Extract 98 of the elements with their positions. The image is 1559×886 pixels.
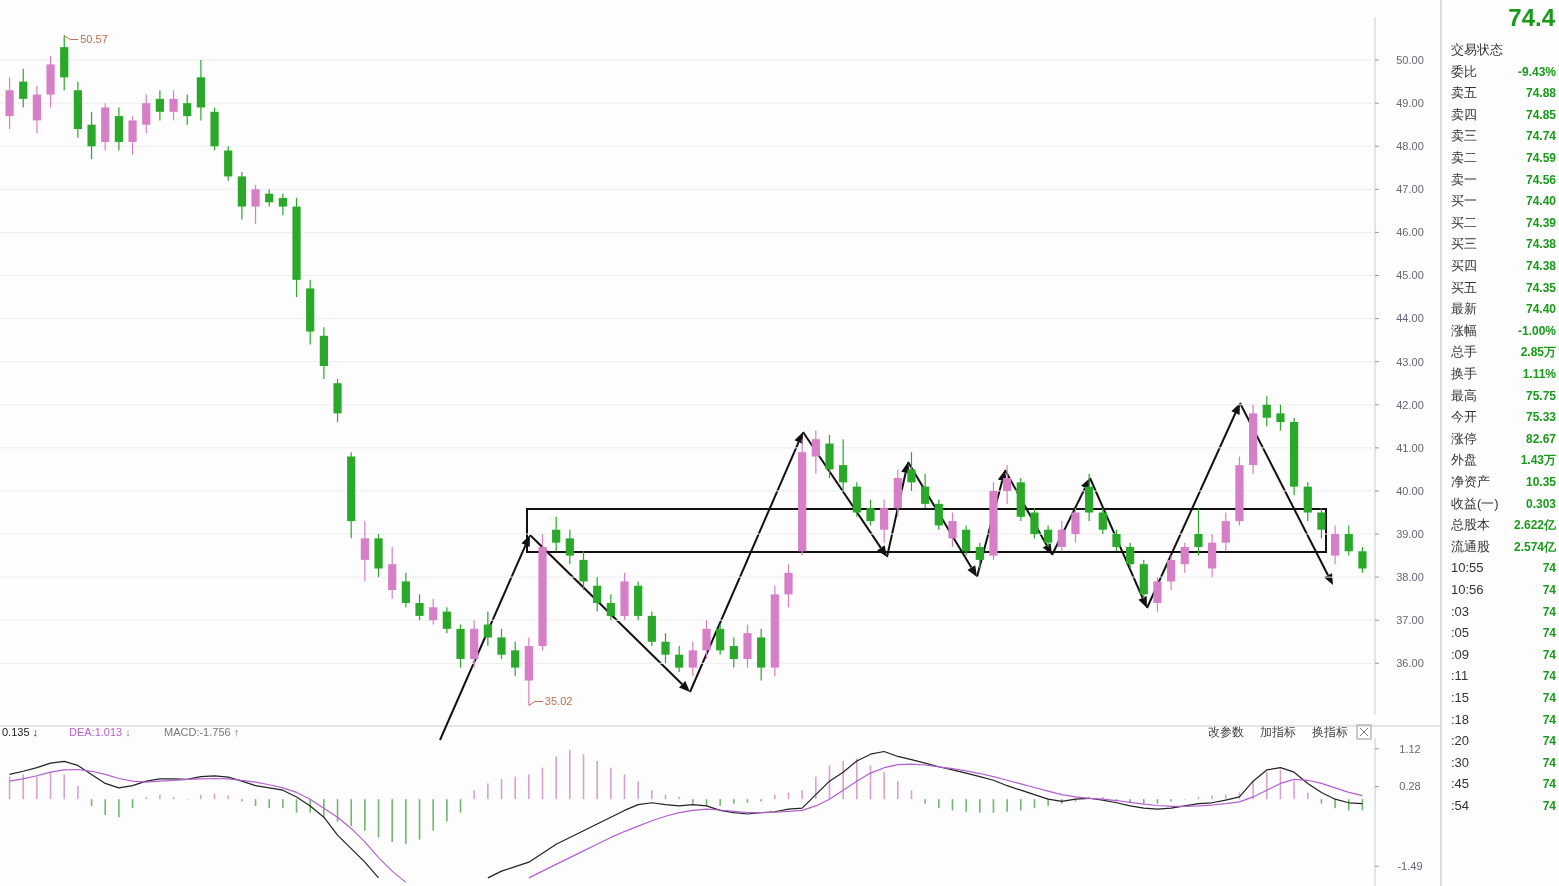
category-label: 交易状态 xyxy=(1451,42,1503,57)
category-label: 买三 xyxy=(1451,236,1477,252)
category-label: :15 xyxy=(1451,690,1470,705)
text: 74 xyxy=(1542,734,1556,749)
y-tick-label: 36.00 xyxy=(1396,657,1424,670)
y-tick-label: 41.00 xyxy=(1396,441,1424,454)
text: 74.74 xyxy=(1525,129,1556,144)
annotation: 换指标 xyxy=(1312,725,1348,739)
category-label: :54 xyxy=(1451,798,1470,813)
text: 74 xyxy=(1542,712,1556,727)
category-label: 净资产 xyxy=(1451,474,1490,489)
y-tick-label: 0.28 xyxy=(1399,780,1421,793)
y-tick-label: 43.00 xyxy=(1396,355,1424,368)
category-label: :09 xyxy=(1451,646,1470,662)
category-label: :05 xyxy=(1451,625,1470,641)
category-label: 卖四 xyxy=(1451,106,1477,122)
category-label: :03 xyxy=(1451,603,1470,619)
text: 74 xyxy=(1542,583,1556,597)
category-label: 涨停 xyxy=(1451,430,1477,446)
category-label: 换手 xyxy=(1451,366,1477,381)
y-tick-label: 1.12 xyxy=(1399,742,1421,755)
category-label: :30 xyxy=(1451,754,1470,770)
annotation: 50.57 xyxy=(80,33,108,46)
category-label: 卖三 xyxy=(1451,128,1477,144)
text: 74.56 xyxy=(1525,172,1556,187)
text: 1.43万 xyxy=(1520,453,1556,468)
category-label: :11 xyxy=(1451,668,1469,684)
annotation: 加指标 xyxy=(1260,725,1296,739)
category-label: 10:55 xyxy=(1451,560,1484,576)
category-label: 总手 xyxy=(1450,344,1477,360)
category-label: 最新 xyxy=(1451,301,1477,317)
text: 74.40 xyxy=(1525,302,1556,317)
category-label: :18 xyxy=(1451,711,1470,727)
category-label: :45 xyxy=(1451,776,1470,792)
annotation: 改参数 xyxy=(1208,725,1244,739)
category-label: :20 xyxy=(1451,733,1470,749)
text: 10.35 xyxy=(1525,475,1556,489)
text: MACD:-1.756 ↑ xyxy=(164,726,240,738)
category-label: 买四 xyxy=(1451,258,1477,273)
category-label: 委比 xyxy=(1451,63,1477,79)
y-tick-label: 44.00 xyxy=(1396,312,1424,325)
y-tick-label: -1.49 xyxy=(1397,860,1423,873)
y-tick-label: 46.00 xyxy=(1396,226,1424,239)
category-label: 买一 xyxy=(1451,193,1477,209)
text: 0.303 xyxy=(1525,496,1556,511)
category-label: 买五 xyxy=(1451,279,1477,295)
text: 74 xyxy=(1542,647,1556,662)
text: 82.67 xyxy=(1525,431,1556,446)
category-label: 卖二 xyxy=(1451,150,1477,165)
text: 74 xyxy=(1542,626,1556,641)
category-label: 外盘 xyxy=(1451,452,1477,468)
category-label: 收益(一) xyxy=(1451,495,1499,511)
text: 74.39 xyxy=(1525,215,1556,230)
text: 2.574亿 xyxy=(1513,539,1556,554)
text: 74 xyxy=(1542,691,1556,705)
text: 74 xyxy=(1542,561,1556,576)
text: 74.35 xyxy=(1525,280,1556,295)
category-label: 买二 xyxy=(1451,214,1477,230)
y-tick-label: 49.00 xyxy=(1396,97,1424,110)
text: DEA:1.013 ↓ xyxy=(69,726,131,738)
category-label: 卖五 xyxy=(1451,85,1477,101)
text: 74.4 xyxy=(1508,4,1556,31)
category-label: 流通股 xyxy=(1451,538,1490,554)
category-label: 10:56 xyxy=(1451,582,1484,597)
category-label: 卖一 xyxy=(1451,171,1477,187)
annotation: 35.02 xyxy=(544,695,573,708)
y-tick-label: 40.00 xyxy=(1396,484,1424,497)
text: 74.88 xyxy=(1525,86,1556,101)
text: 2.622亿 xyxy=(1513,518,1556,533)
category-label: 今开 xyxy=(1451,409,1477,425)
text: 2.85万 xyxy=(1520,345,1556,360)
text: 74 xyxy=(1542,799,1556,813)
text: 75.75 xyxy=(1525,388,1556,403)
text: 74 xyxy=(1542,755,1556,770)
text: 74.59 xyxy=(1525,151,1556,165)
text: 74.40 xyxy=(1525,194,1556,209)
category-label: 涨幅 xyxy=(1451,322,1477,338)
text: -1.00% xyxy=(1517,323,1556,338)
y-tick-label: 39.00 xyxy=(1396,527,1424,540)
text: 74 xyxy=(1542,604,1556,619)
y-tick-label: 37.00 xyxy=(1396,614,1424,627)
y-tick-label: 48.00 xyxy=(1396,140,1424,153)
text: 74.38 xyxy=(1525,237,1556,252)
y-tick-label: 45.00 xyxy=(1396,269,1424,282)
category-label: 总股本 xyxy=(1450,517,1490,533)
text: 74.38 xyxy=(1525,259,1556,273)
category-label: 最高 xyxy=(1451,387,1477,403)
text: 74 xyxy=(1542,777,1556,792)
y-tick-label: 50.00 xyxy=(1396,53,1424,66)
y-tick-label: 38.00 xyxy=(1396,570,1424,583)
y-tick-label: 42.00 xyxy=(1396,398,1424,411)
text: 74 xyxy=(1542,669,1556,684)
text: 74.85 xyxy=(1525,107,1556,122)
text: 1.11% xyxy=(1522,367,1556,381)
text: 0.135 ↓ xyxy=(2,726,39,738)
y-tick-label: 47.00 xyxy=(1396,183,1424,196)
text: 75.33 xyxy=(1525,410,1556,425)
text: -9.43% xyxy=(1517,64,1556,79)
